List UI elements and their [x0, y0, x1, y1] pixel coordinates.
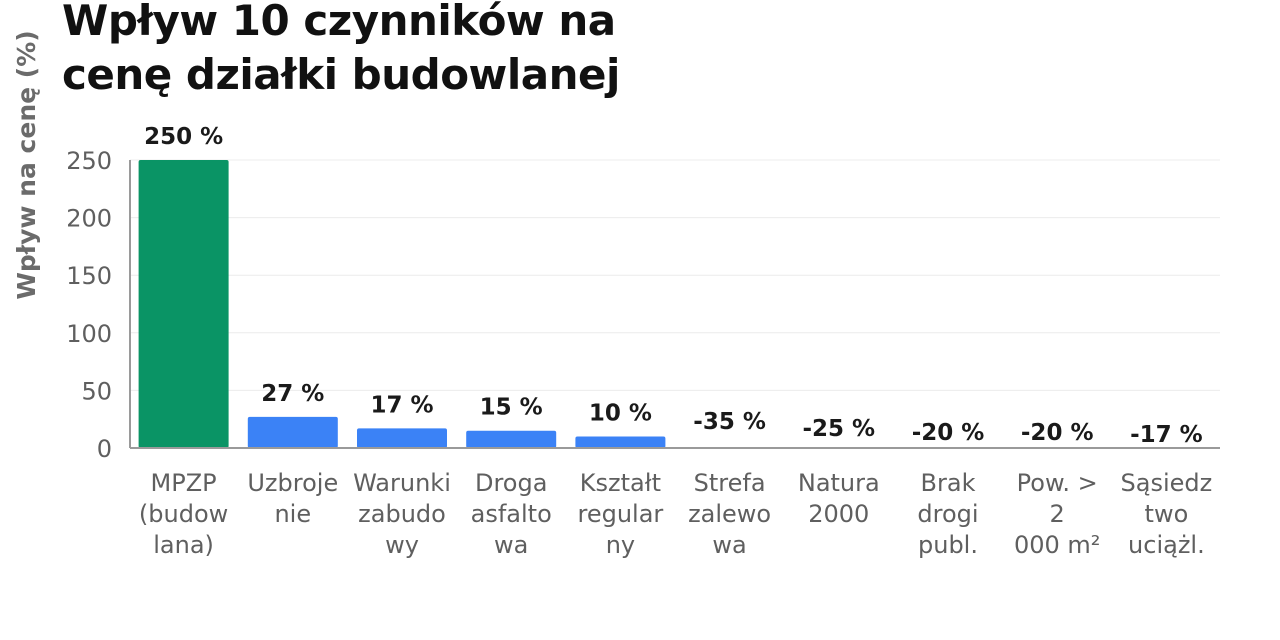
x-tick-label: MPZP (budow lana)	[139, 469, 228, 559]
x-tick-label: Uzbroje nie	[247, 469, 338, 528]
y-tick-label: 100	[66, 320, 112, 348]
bar-1	[138, 160, 229, 448]
x-tick-label: Droga asfalto wa	[471, 469, 552, 559]
data-label: 17 %	[370, 392, 433, 418]
data-label: -20 %	[1021, 420, 1094, 446]
chart-title-line-2: cenę działki budowlanej	[62, 50, 620, 99]
x-tick-label: Natura 2000	[798, 469, 880, 528]
x-tick-label: Sąsiedz two uciążl.	[1121, 469, 1213, 559]
data-label: 15 %	[480, 395, 543, 421]
y-tick-label: 200	[66, 205, 112, 233]
axes	[129, 160, 1220, 449]
bar-2	[247, 416, 338, 448]
data-label: -17 %	[1130, 422, 1203, 448]
y-tick-label: 250	[66, 147, 112, 175]
bar-4	[466, 430, 557, 448]
bar-3	[357, 428, 447, 448]
labels: 0 50 100 150 200 250 250 % MPZP (budow lana) 27 % U…	[66, 124, 1212, 559]
gridlines	[130, 159, 1220, 391]
bar-5	[575, 436, 666, 448]
x-tick-label: Pow. >2 000 m²	[1014, 469, 1100, 559]
y-tick-label: 150	[66, 262, 112, 290]
bars	[138, 160, 666, 448]
y-axis-label: Wpływ na cenę (%)	[12, 30, 41, 299]
y-tick-label: 0	[97, 435, 112, 463]
data-label: -25 %	[802, 416, 875, 442]
chart-title: Wpływ 10 czynników na cenę działki budow…	[62, 0, 620, 102]
x-tick-label: Kształt regular ny	[578, 469, 664, 559]
x-tick-label: Warunki zabudo wy	[353, 469, 451, 559]
data-label: -35 %	[693, 409, 766, 435]
x-tick-label: Brak drogi publ.	[917, 469, 978, 559]
data-label: 27 %	[261, 381, 324, 407]
data-label: 10 %	[589, 400, 652, 426]
x-tick-label: Strefa zalewo wa	[688, 469, 771, 559]
chart-title-line-1: Wpływ 10 czynników na	[62, 0, 616, 45]
data-label: -20 %	[912, 420, 985, 446]
data-label: 250 %	[144, 124, 223, 150]
y-tick-label: 50	[81, 377, 112, 405]
